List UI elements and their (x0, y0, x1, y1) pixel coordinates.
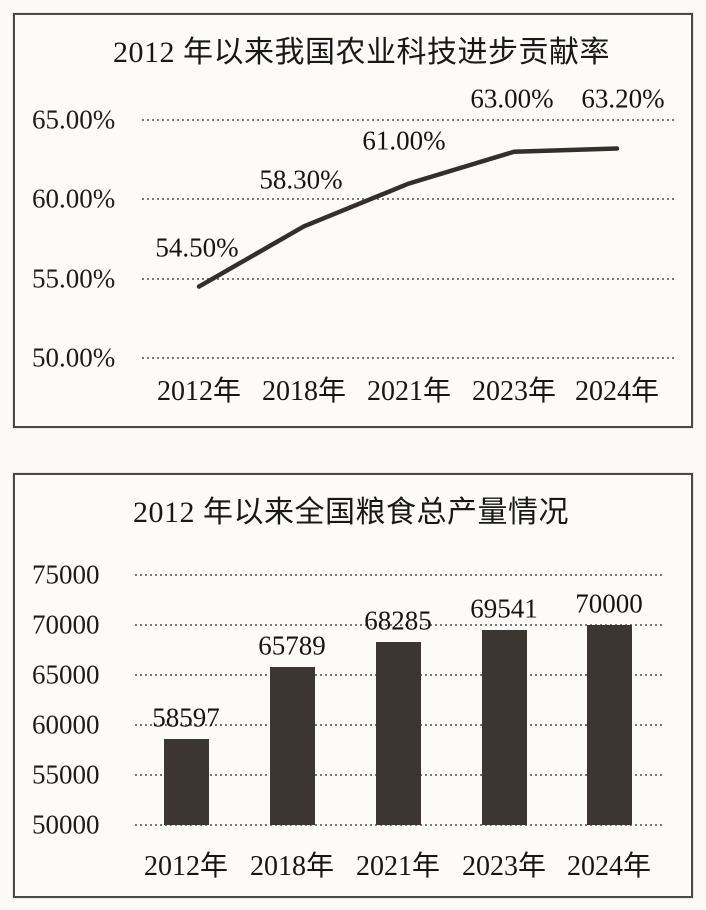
x-axis-tick-label: 2018年 (249, 851, 335, 882)
bar (481, 629, 527, 825)
x-axis-tick-label: 2024年 (574, 376, 660, 407)
bar-chart-title: 2012 年以来全国粮食总产量情况 (133, 496, 569, 529)
gridline (135, 624, 664, 626)
y-axis-tick-label: 60.00% (32, 183, 116, 214)
x-axis-tick-label: 2023年 (471, 376, 557, 407)
bar-value-label: 65789 (258, 630, 326, 661)
y-axis-tick-label: 50.00% (32, 342, 116, 373)
line-path (196, 146, 620, 289)
x-axis-tick-label: 2018年 (261, 376, 347, 407)
bar (375, 642, 421, 825)
y-axis-tick-label: 75000 (32, 559, 100, 590)
bar-value-label: 69541 (470, 593, 538, 624)
x-axis-tick-label: 2023年 (461, 851, 547, 882)
x-axis-tick-label: 2021年 (366, 376, 452, 407)
y-axis-tick-label: 65000 (32, 659, 100, 690)
y-axis-tick-label: 60000 (32, 709, 100, 740)
x-axis-tick-label: 2021年 (355, 851, 441, 882)
point-value-label: 63.00% (470, 83, 554, 114)
line-series (196, 146, 620, 289)
bar-value-label: 68285 (364, 605, 432, 636)
x-axis-tick-label: 2012年 (143, 851, 229, 882)
bar-value-label: 58597 (152, 702, 220, 733)
y-axis-tick-label: 50000 (32, 809, 100, 840)
point-value-label: 58.30% (259, 164, 343, 195)
gridline (135, 574, 664, 576)
x-axis-tick-label: 2012年 (156, 376, 242, 407)
bar (163, 739, 209, 825)
line-chart-panel: 2012 年以来我国农业科技进步贡献率 65.00% 60.00% 55.00% 50… (13, 13, 693, 428)
x-axis-tick-label: 2024年 (566, 851, 652, 882)
y-axis-tick-label: 55000 (32, 759, 100, 790)
bar-chart-panel: 2012 年以来全国粮食总产量情况 75000 70000 65000 60000 55… (13, 473, 693, 898)
bar (269, 667, 315, 825)
point-value-label: 61.00% (362, 125, 446, 156)
point-value-label: 63.20% (581, 83, 665, 114)
gridline (142, 119, 674, 121)
y-axis-tick-label: 65.00% (32, 104, 116, 135)
bar-value-label: 70000 (575, 588, 643, 619)
gridline (135, 824, 664, 826)
bar (586, 625, 632, 825)
y-axis-tick-label: 70000 (32, 609, 100, 640)
gridline (142, 357, 674, 359)
point-value-label: 54.50% (155, 232, 239, 263)
y-axis-tick-label: 55.00% (32, 263, 116, 294)
gridline (142, 198, 674, 201)
gridline (142, 277, 674, 280)
line-chart-title: 2012 年以来我国农业科技进步贡献率 (113, 36, 610, 69)
